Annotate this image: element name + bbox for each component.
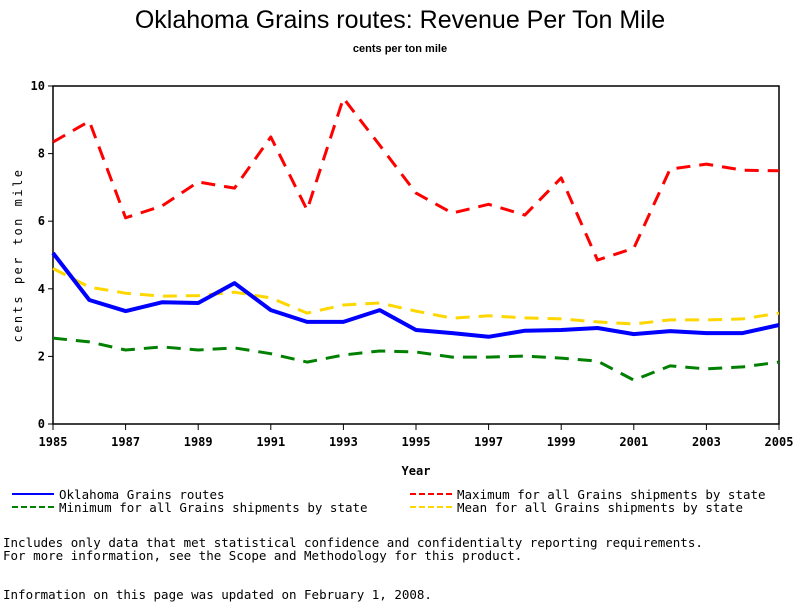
- legend-swatch-dashed-yellow: [410, 506, 452, 508]
- x-tick-label: 1985: [39, 435, 68, 449]
- legend-label: Mean for all Grains shipments by state: [457, 500, 743, 515]
- y-axis-title: cents per ton mile: [11, 167, 25, 342]
- legend-swatch-solid-blue: [12, 493, 54, 495]
- y-axis: 0 2 4 6 8 10: [31, 79, 53, 431]
- legend-item-minimum: Minimum for all Grains shipments by stat…: [12, 500, 368, 514]
- legend-swatch-dashed-red: [410, 493, 452, 495]
- y-tick-label: 10: [31, 79, 45, 93]
- y-tick-label: 2: [38, 349, 45, 363]
- y-tick-label: 6: [38, 214, 45, 228]
- x-tick-label: 1987: [111, 435, 140, 449]
- x-tick-label: 1993: [329, 435, 358, 449]
- series-line-oklahoma-grains-routes: [53, 253, 779, 337]
- plot-area-border: [53, 86, 779, 424]
- legend-swatch-dashed-green: [12, 506, 54, 508]
- series-line-maximum-for-all-grains-shipments-by-state: [53, 98, 779, 260]
- x-axis: 1985 1987 1989 1991 1993 1995 1997 1999 2001 2003…: [39, 424, 794, 449]
- x-tick-label: 1995: [402, 435, 431, 449]
- x-tick-label: 2005: [765, 435, 794, 449]
- x-tick-label: 2003: [692, 435, 721, 449]
- x-tick-label: 1997: [474, 435, 503, 449]
- y-tick-label: 8: [38, 147, 45, 161]
- x-tick-label: 1991: [256, 435, 285, 449]
- series-layer: [53, 98, 779, 380]
- y-tick-label: 0: [38, 417, 45, 431]
- footnote-methodology: For more information, see the Scope and …: [3, 548, 522, 563]
- plot-frame: [53, 86, 779, 424]
- x-tick-label: 1989: [184, 435, 213, 449]
- y-tick-label: 4: [38, 282, 45, 296]
- x-tick-label: 2001: [619, 435, 648, 449]
- x-tick-label: 1999: [547, 435, 576, 449]
- x-axis-title: Year: [402, 464, 431, 478]
- series-line-minimum-for-all-grains-shipments-by-state: [53, 338, 779, 380]
- legend-label: Minimum for all Grains shipments by stat…: [59, 500, 368, 515]
- legend-item-mean: Mean for all Grains shipments by state: [410, 500, 743, 514]
